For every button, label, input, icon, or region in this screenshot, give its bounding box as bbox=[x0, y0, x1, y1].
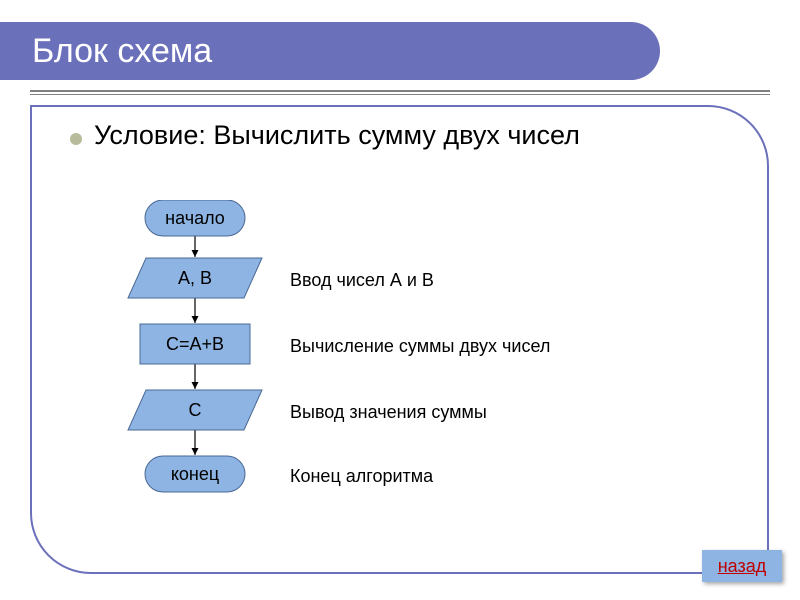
flow-description-3: Конец алгоритма bbox=[290, 466, 433, 487]
condition-row: Условие: Вычислить сумму двух чисел bbox=[70, 120, 750, 151]
node-label-out: С bbox=[189, 400, 202, 420]
flow-description-1: Вычисление суммы двух чисел bbox=[290, 336, 550, 357]
node-label-in: А, В bbox=[178, 268, 212, 288]
body-area: Условие: Вычислить сумму двух чисел bbox=[70, 120, 750, 171]
back-button[interactable]: назад bbox=[702, 550, 782, 582]
slide-title: Блок схема bbox=[32, 32, 212, 71]
condition-text: Условие: Вычислить сумму двух чисел bbox=[94, 120, 580, 151]
back-button-label: назад bbox=[718, 556, 767, 577]
flow-description-2: Вывод значения суммы bbox=[290, 402, 487, 423]
node-label-proc: С=А+В bbox=[166, 334, 224, 354]
node-label-start: начало bbox=[165, 208, 225, 228]
title-underline bbox=[30, 90, 770, 95]
flowchart: начало А, В С=А+В Сконец Ввод чисел А и В Вы… bbox=[80, 200, 720, 560]
title-band: Блок схема bbox=[0, 22, 660, 80]
bullet-icon bbox=[70, 133, 82, 145]
node-label-end: конец bbox=[171, 464, 219, 484]
slide: Блок схема Условие: Вычислить сумму двух… bbox=[0, 0, 800, 600]
flow-description-0: Ввод чисел А и В bbox=[290, 270, 434, 291]
